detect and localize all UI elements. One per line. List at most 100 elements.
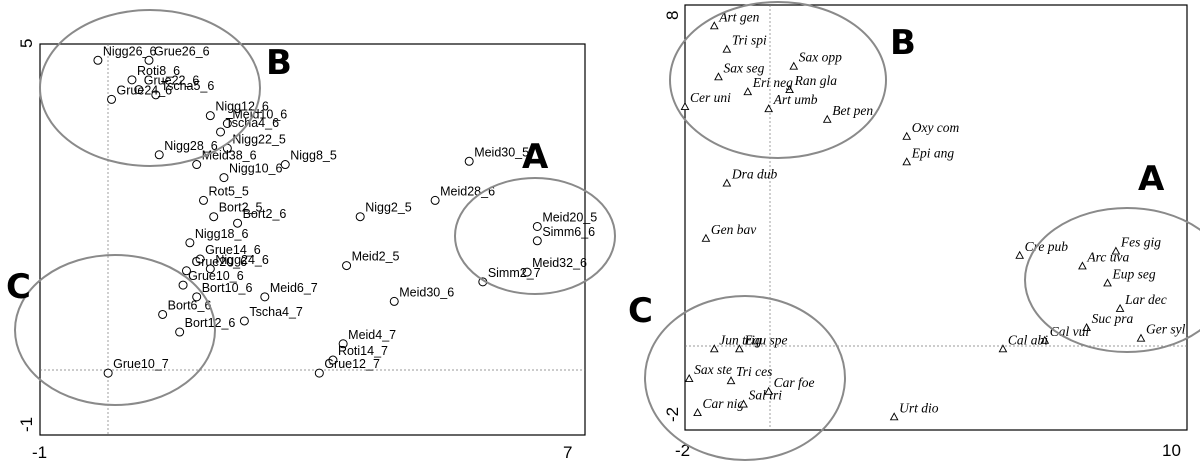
- data-point-marker: [175, 327, 185, 337]
- data-point-label: Art umb: [773, 92, 818, 107]
- cluster-label-c: C: [628, 291, 653, 331]
- data-point-label: Nigg18_6: [195, 227, 249, 241]
- data-point-marker: [889, 412, 899, 421]
- data-point-marker: [328, 355, 338, 365]
- data-point-marker: [239, 316, 249, 326]
- data-point-label: Nigg10_6: [229, 162, 283, 176]
- data-point-marker: [314, 368, 324, 378]
- data-point-marker: [107, 94, 117, 104]
- data-point-label: Tscha4_6: [226, 116, 280, 130]
- data-point-label: Epi ang: [911, 145, 955, 160]
- data-point-label: Bet pen: [832, 103, 873, 118]
- data-point-label: Bort12_6: [185, 316, 236, 330]
- data-point-marker: [726, 376, 736, 385]
- data-point-marker: [205, 264, 215, 274]
- data-point-marker: [192, 292, 202, 302]
- data-point-label: Meid38_6: [202, 149, 257, 163]
- data-point-label: Oxy com: [912, 120, 960, 135]
- data-point-marker: [1115, 303, 1125, 312]
- data-point-label: Grue26_6: [154, 44, 210, 58]
- data-point-label: Bort10_6: [202, 281, 253, 295]
- data-point-marker: [430, 195, 440, 205]
- cluster-label-b: B: [266, 43, 292, 83]
- data-point-label: Car nig: [703, 396, 745, 411]
- x-tick-max: 10: [1162, 441, 1181, 460]
- data-point-marker: [701, 233, 711, 242]
- data-point-marker: [185, 238, 195, 248]
- data-point-label: Bort2_5: [219, 201, 263, 215]
- data-point-label: Sax ste: [694, 362, 732, 377]
- cluster-b-ellipse: [39, 9, 261, 167]
- data-point-marker: [709, 21, 719, 30]
- data-point-marker: [127, 75, 137, 85]
- data-point-label: Meid32_6: [532, 256, 587, 270]
- data-point-marker: [233, 218, 243, 228]
- data-point-label: Lar dec: [1124, 292, 1167, 307]
- data-point-label: Meid2_5: [352, 250, 400, 264]
- data-point-marker: [1111, 246, 1121, 255]
- y-tick-min: -2: [663, 407, 682, 422]
- plot-frame: [39, 43, 586, 436]
- cluster-a-ellipse: [1024, 207, 1200, 353]
- data-point-marker: [764, 104, 774, 113]
- data-point-marker: [722, 44, 732, 53]
- data-point-marker: [532, 221, 542, 231]
- data-point-label: Grue10_6: [188, 269, 244, 283]
- data-point-label: Meid10_6: [232, 108, 287, 122]
- data-point-marker: [342, 261, 352, 271]
- data-point-marker: [722, 178, 732, 187]
- data-point-marker: [743, 87, 753, 96]
- data-point-marker: [355, 212, 365, 222]
- data-point-marker: [902, 131, 912, 140]
- cluster-c-ellipse: [14, 254, 216, 406]
- data-point-marker: [151, 90, 161, 100]
- data-point-marker: [532, 236, 542, 246]
- data-point-marker: [389, 296, 399, 306]
- data-point-marker: [522, 267, 532, 277]
- data-point-label: Ger syl: [1146, 322, 1186, 337]
- data-point-marker: [709, 344, 719, 353]
- y-tick-max: 8: [663, 11, 682, 20]
- data-point-label: Grue20_6: [191, 255, 247, 269]
- data-point-marker: [103, 368, 113, 378]
- data-point-marker: [93, 55, 103, 65]
- data-point-label: Grue14_6: [205, 243, 261, 257]
- data-point-label: Grue24_6: [117, 83, 173, 97]
- cluster-label-b: B: [890, 23, 916, 63]
- data-point-label: Grue22_6: [144, 74, 200, 88]
- data-point-marker: [134, 85, 144, 95]
- data-point-marker: [222, 119, 232, 129]
- data-point-label: Art gen: [718, 9, 759, 24]
- data-point-label: Arc uva: [1086, 249, 1129, 264]
- cluster-c-ellipse: [644, 295, 846, 461]
- data-point-marker: [219, 173, 229, 183]
- data-point-marker: [1040, 335, 1050, 344]
- data-point-marker: [205, 111, 215, 121]
- data-point-marker: [739, 399, 748, 408]
- data-point-marker: [199, 195, 208, 205]
- data-point-label: Dra dub: [731, 167, 778, 182]
- data-point-marker: [260, 292, 270, 302]
- data-point-marker: [693, 408, 702, 417]
- data-point-label: Tri ces: [736, 364, 772, 379]
- data-point-label: Nigg26_6: [103, 44, 157, 58]
- data-point-label: Sax opp: [799, 50, 842, 65]
- data-point-label: Meid30_6: [399, 285, 454, 299]
- data-point-marker: [1136, 333, 1146, 342]
- y-tick-max: 5: [17, 39, 36, 48]
- data-point-marker: [714, 72, 723, 81]
- data-point-marker: [684, 374, 694, 383]
- data-point-label: Bort6_6: [168, 298, 212, 312]
- data-point-label: Cer uni: [690, 90, 731, 105]
- data-point-label: Tri spi: [732, 33, 767, 48]
- data-point-marker: [178, 280, 188, 290]
- data-point-label: Sal tri: [749, 388, 783, 403]
- data-point-marker: [464, 156, 474, 166]
- data-point-label: Eri neg: [752, 75, 793, 90]
- data-point-marker: [1078, 261, 1087, 270]
- data-point-marker: [216, 127, 226, 137]
- cluster-a-ellipse: [454, 177, 616, 295]
